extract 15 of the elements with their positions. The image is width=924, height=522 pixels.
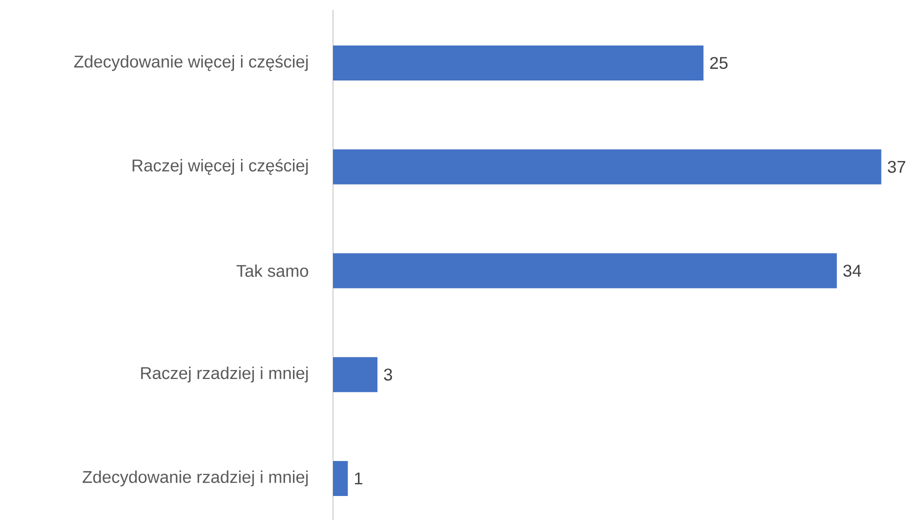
y-tick-label: Zdecydowanie rzadziej i mniej xyxy=(82,470,308,486)
data-label: 25 xyxy=(710,56,728,69)
bar xyxy=(333,45,704,80)
data-label: 1 xyxy=(354,472,362,484)
data-label: 37 xyxy=(888,160,906,173)
y-tick-label: Raczej więcej i częściej xyxy=(132,158,308,175)
y-tick-label: Raczej rzadziej i mniej xyxy=(141,366,308,383)
y-tick-label: Zdecydowanie więcej i częściej xyxy=(74,54,308,72)
data-label: 34 xyxy=(843,264,862,277)
bar xyxy=(333,149,882,184)
y-tick-label: Tak samo xyxy=(236,264,308,277)
bar xyxy=(333,460,348,496)
bar xyxy=(333,357,378,392)
data-label: 3 xyxy=(384,368,392,381)
bar xyxy=(333,253,837,288)
